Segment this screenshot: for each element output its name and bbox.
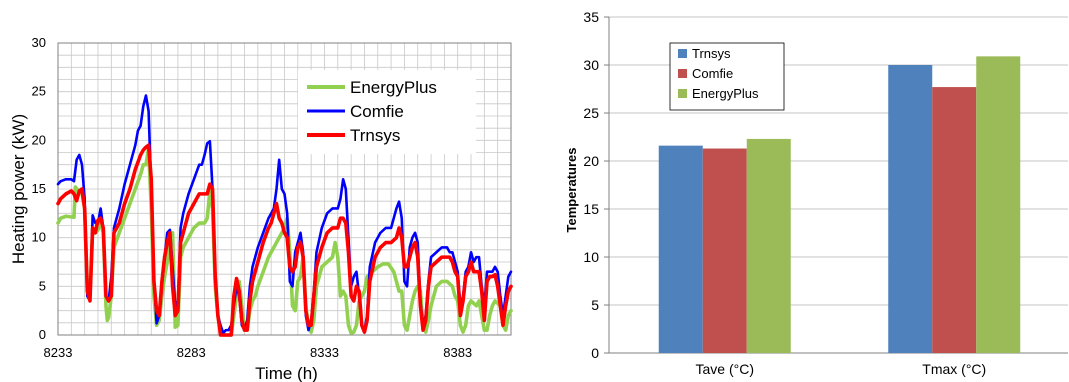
x-tick-label: Tave (°C) xyxy=(696,361,755,377)
x-axis-title: Time (h) xyxy=(255,364,318,382)
bar-energyplus xyxy=(976,56,1021,354)
bar-comfie xyxy=(932,87,977,353)
y-tick-label: 20 xyxy=(583,153,599,169)
bar-comfie xyxy=(702,148,747,353)
x-tick-label: 8283 xyxy=(177,345,206,360)
x-tick-label: 8383 xyxy=(443,345,472,360)
heating-power-line-chart: 0 5 10 15 20 25 30 8233 8283 8333 8383 Time (h) Heat… xyxy=(9,35,513,382)
y-tick-label: 0 xyxy=(591,345,599,361)
y-tick-label: 5 xyxy=(39,278,46,293)
legend-box xyxy=(669,42,785,111)
y-tick-label: 30 xyxy=(583,57,599,73)
series-group xyxy=(56,94,513,337)
bar-trnsys xyxy=(658,145,703,353)
bars-group xyxy=(658,56,1021,354)
bar-trnsys xyxy=(888,65,933,353)
legend-swatch-comfie xyxy=(678,69,687,78)
legend-swatch-trnsys xyxy=(678,49,687,58)
y-tick-label: 10 xyxy=(32,230,46,245)
temperatures-bar-chart: 0 5 10 15 20 25 30 35 Temperatures Tave (°C) Tmax … xyxy=(564,9,1068,377)
y-tick-label: 0 xyxy=(39,327,46,342)
x-tick-label: Tmax (°C) xyxy=(922,361,986,377)
bar-energyplus xyxy=(746,138,791,353)
chart-legend: Trnsys Comfie EnergyPlus xyxy=(669,42,785,111)
series-line-trnsys xyxy=(56,143,513,337)
y-tick-label: 35 xyxy=(583,9,599,25)
series-line-comfie xyxy=(56,94,513,335)
x-tick-label: 8333 xyxy=(310,345,339,360)
plot-area-border xyxy=(57,42,512,336)
y-axis-title: Heating power (kW) xyxy=(9,114,28,264)
y-tick-label: 30 xyxy=(32,35,46,50)
y-tick-label: 25 xyxy=(32,84,46,99)
y-tick-label: 5 xyxy=(591,297,599,313)
y-tick-label: 20 xyxy=(32,132,46,147)
legend-label-comfie: Comfie xyxy=(350,102,404,121)
legend-label-trnsys: Trnsys xyxy=(350,126,400,145)
legend-label-energyplus: EnergyPlus xyxy=(350,78,437,97)
chart-legend: EnergyPlus Comfie Trnsys xyxy=(298,70,476,154)
legend-label-trnsys: Trnsys xyxy=(692,46,731,61)
x-tick-label: 8233 xyxy=(44,345,73,360)
legend-label-comfie: Comfie xyxy=(692,66,733,81)
legend-label-energyplus: EnergyPlus xyxy=(692,86,759,101)
y-tick-label: 10 xyxy=(583,249,599,265)
legend-swatch-energyplus xyxy=(678,89,687,98)
y-axis-title: Temperatures xyxy=(564,147,579,232)
y-tick-label: 25 xyxy=(583,105,599,121)
y-tick-label: 15 xyxy=(583,201,599,217)
y-tick-label: 15 xyxy=(32,181,46,196)
